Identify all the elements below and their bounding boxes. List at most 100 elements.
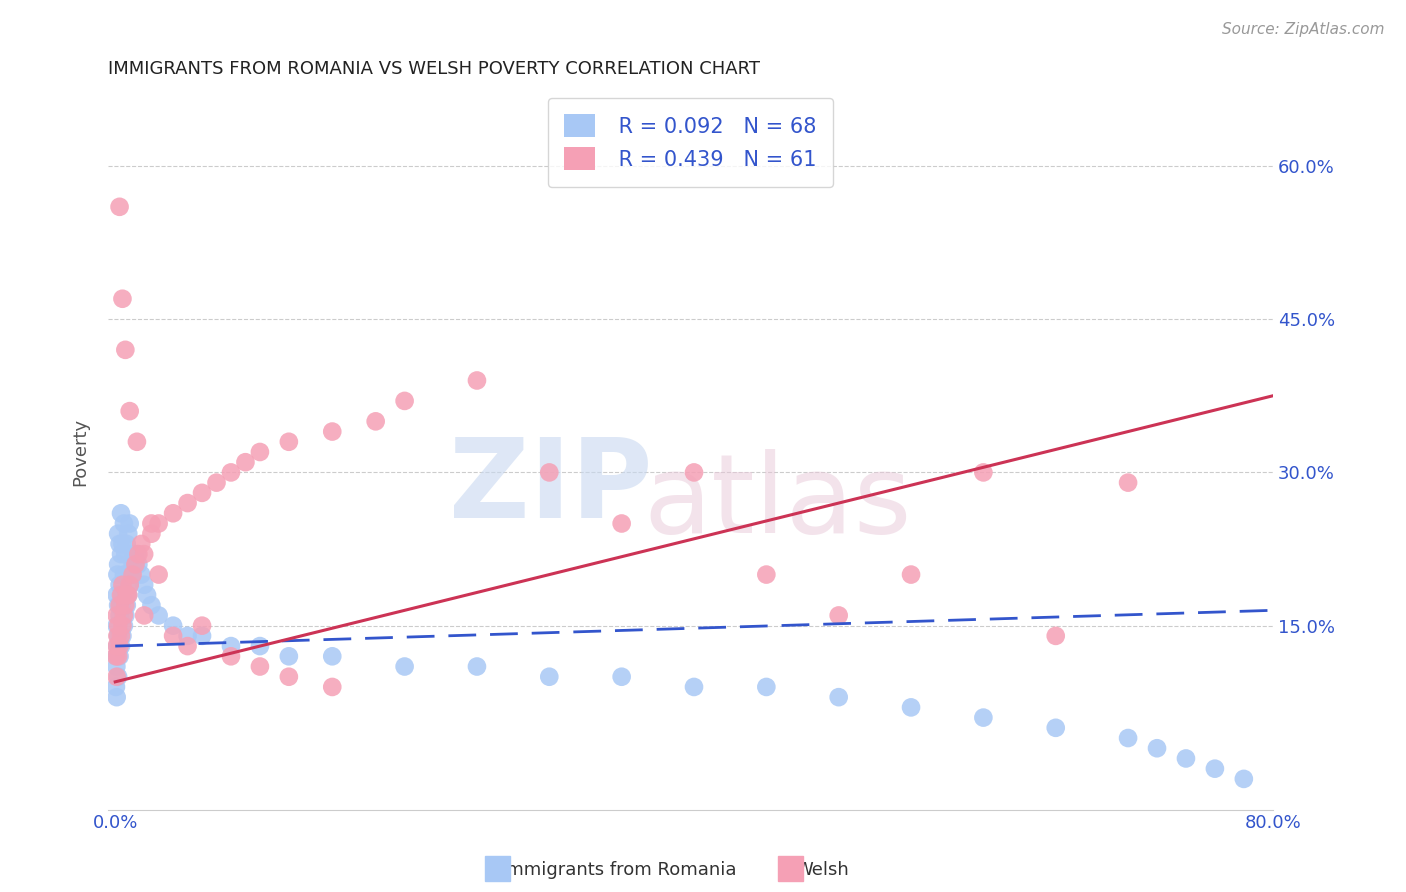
Point [683, 466, 706, 480]
Legend:  R = 0.092   N = 68,  R = 0.439   N = 61: R = 0.092 N = 68, R = 0.439 N = 61 [547, 98, 834, 186]
Point [107, 599, 129, 613]
Point [114, 599, 136, 613]
Point [125, 547, 148, 561]
Point [136, 588, 159, 602]
Point [111, 537, 134, 551]
Point [107, 629, 129, 643]
Point [141, 526, 163, 541]
Point [972, 466, 994, 480]
Point [205, 475, 228, 490]
Point [121, 558, 143, 572]
Point [111, 588, 134, 602]
Point [683, 680, 706, 694]
Point [1204, 762, 1226, 776]
Point [115, 588, 138, 602]
Point [105, 608, 128, 623]
Point [219, 466, 242, 480]
Point [105, 649, 128, 664]
Point [117, 526, 139, 541]
Point [394, 659, 416, 673]
Text: atlas: atlas [644, 449, 912, 556]
Point [107, 558, 129, 572]
Point [105, 639, 128, 653]
Point [127, 558, 149, 572]
Point [141, 599, 163, 613]
Point [1116, 731, 1139, 745]
Point [108, 578, 131, 592]
Point [162, 506, 184, 520]
Point [110, 547, 132, 561]
Point [120, 567, 142, 582]
Point [112, 618, 135, 632]
Point [114, 608, 136, 623]
Point [115, 537, 138, 551]
Text: Welsh: Welsh [796, 861, 849, 879]
Point [1146, 741, 1168, 756]
Point [107, 649, 129, 664]
Point [110, 639, 132, 653]
Point [110, 629, 132, 643]
Point [321, 425, 343, 439]
Point [111, 292, 134, 306]
Point [118, 516, 141, 531]
Point [1174, 751, 1197, 765]
Point [105, 567, 128, 582]
Point [141, 516, 163, 531]
Point [465, 374, 488, 388]
Point [1233, 772, 1256, 786]
Point [107, 618, 129, 632]
Point [162, 629, 184, 643]
Point [117, 588, 139, 602]
Point [105, 670, 128, 684]
Point [538, 466, 561, 480]
Point [105, 659, 128, 673]
Point [125, 434, 148, 449]
Point [538, 670, 561, 684]
Point [321, 649, 343, 664]
Point [108, 608, 131, 623]
Point [134, 608, 156, 623]
Point [755, 567, 778, 582]
Point [127, 547, 149, 561]
Text: Immigrants from Romania: Immigrants from Romania [501, 861, 737, 879]
Point [111, 629, 134, 643]
Point [107, 526, 129, 541]
Point [105, 629, 128, 643]
Point [118, 578, 141, 592]
Point [110, 506, 132, 520]
Point [465, 659, 488, 673]
Point [124, 558, 146, 572]
Point [112, 567, 135, 582]
Point [191, 629, 214, 643]
Point [1045, 629, 1067, 643]
Point [134, 578, 156, 592]
Point [176, 639, 198, 653]
Point [148, 567, 170, 582]
Point [117, 588, 139, 602]
Point [900, 700, 922, 714]
Point [972, 710, 994, 724]
Point [108, 639, 131, 653]
Point [108, 599, 131, 613]
Point [249, 445, 271, 459]
Point [249, 639, 271, 653]
Point [129, 567, 152, 582]
Point [249, 659, 271, 673]
Point [114, 547, 136, 561]
Text: IMMIGRANTS FROM ROMANIA VS WELSH POVERTY CORRELATION CHART: IMMIGRANTS FROM ROMANIA VS WELSH POVERTY… [108, 60, 761, 78]
Point [219, 639, 242, 653]
Point [176, 496, 198, 510]
Point [108, 537, 131, 551]
Point [112, 608, 135, 623]
Point [104, 680, 127, 694]
Point [118, 404, 141, 418]
Point [121, 567, 143, 582]
Point [828, 690, 851, 705]
Text: ZIP: ZIP [449, 434, 652, 541]
Point [111, 618, 134, 632]
Point [108, 200, 131, 214]
Point [107, 670, 129, 684]
Point [114, 343, 136, 357]
Point [364, 414, 387, 428]
Point [1045, 721, 1067, 735]
